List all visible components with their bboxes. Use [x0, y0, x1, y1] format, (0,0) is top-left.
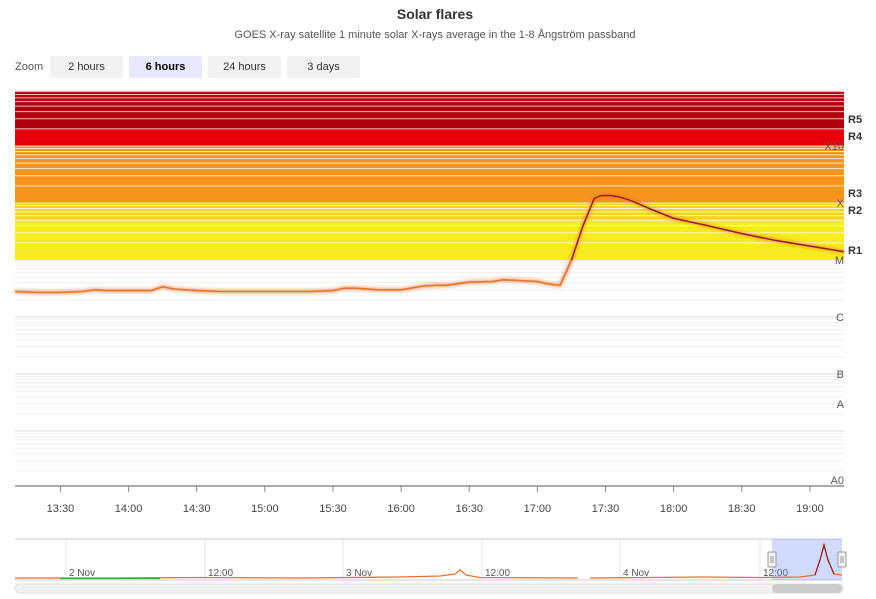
scrollbar-thumb[interactable]: [772, 584, 842, 593]
band-label-c: C: [836, 312, 844, 324]
x-axis: 13:30 14:00 14:30 15:00 15:30 16:00 16:30 17:00…: [15, 485, 844, 515]
navigator-label: 4 Nov: [623, 568, 649, 579]
radio-label-r3: R3: [848, 188, 862, 200]
band-label-x10: X10: [824, 141, 844, 153]
navigator-left-handle[interactable]: [767, 551, 777, 568]
zoom-3-days-button[interactable]: 3 days: [287, 56, 360, 78]
navigator-label: 2 Nov: [69, 568, 95, 579]
radio-label-r2: R2: [848, 205, 862, 217]
navigator-series-peak: [814, 542, 835, 576]
navigator: 2 Nov 12:00 3 Nov 12:00 4 Nov 12:00: [14, 538, 847, 594]
navigator-selection: [772, 539, 842, 580]
band-label-x: X: [837, 198, 845, 210]
zoom-label: Zoom: [15, 61, 44, 73]
radio-label-r1: R1: [848, 245, 862, 257]
x-tick-label: 18:00: [660, 503, 688, 515]
gridlines: [15, 91, 844, 472]
chart-title: Solar flares: [396, 6, 474, 22]
r5-band: [15, 91, 844, 129]
band-label-b: B: [837, 369, 844, 381]
x-tick-label: 15:30: [319, 503, 347, 515]
x-tick-label: 18:30: [728, 503, 756, 515]
radio-label-r4: R4: [848, 131, 863, 143]
x10-band: [15, 128, 844, 146]
x-tick-label: 13:30: [47, 503, 75, 515]
series-layer: [14, 193, 845, 295]
chart-subtitle: GOES X-ray satellite 1 minute solar X-ra…: [234, 29, 636, 41]
navigator-label: 3 Nov: [346, 568, 372, 579]
x-tick-label: 17:30: [592, 503, 620, 515]
navigator-series: [15, 542, 843, 579]
x-tick-label: 14:00: [115, 503, 143, 515]
band-label-a: A: [837, 399, 845, 411]
navigator-label: 12:00: [485, 568, 510, 579]
zoom-2-hours-button[interactable]: 2 hours: [50, 56, 123, 78]
zoom-6-hours-button[interactable]: 6 hours: [129, 56, 202, 78]
radio-label-r5: R5: [848, 114, 862, 126]
x-tick-label: 16:30: [455, 503, 483, 515]
y-band-labels: A0 A B C M X X10: [824, 141, 844, 487]
navigator-label: 12:00: [763, 568, 788, 579]
zoom-24-hours-button[interactable]: 24 hours: [208, 56, 281, 78]
x-tick-label: 16:00: [387, 503, 415, 515]
scrollbar-track[interactable]: [14, 583, 844, 594]
series-line-peak: [570, 194, 845, 261]
x-tick-label: 15:00: [251, 503, 279, 515]
band-label-m: M: [835, 255, 844, 267]
x-tick-label: 17:00: [524, 503, 552, 515]
radio-blackout-labels: R1 R2 R3 R4 R5: [848, 114, 863, 257]
x-class-band: [15, 146, 844, 203]
band-label-a0: A0: [831, 475, 844, 487]
navigator-right-handle[interactable]: [837, 551, 847, 568]
x-tick-label: 14:30: [183, 503, 211, 515]
navigator-label: 12:00: [208, 568, 233, 579]
x-tick-label: 19:00: [796, 503, 824, 515]
